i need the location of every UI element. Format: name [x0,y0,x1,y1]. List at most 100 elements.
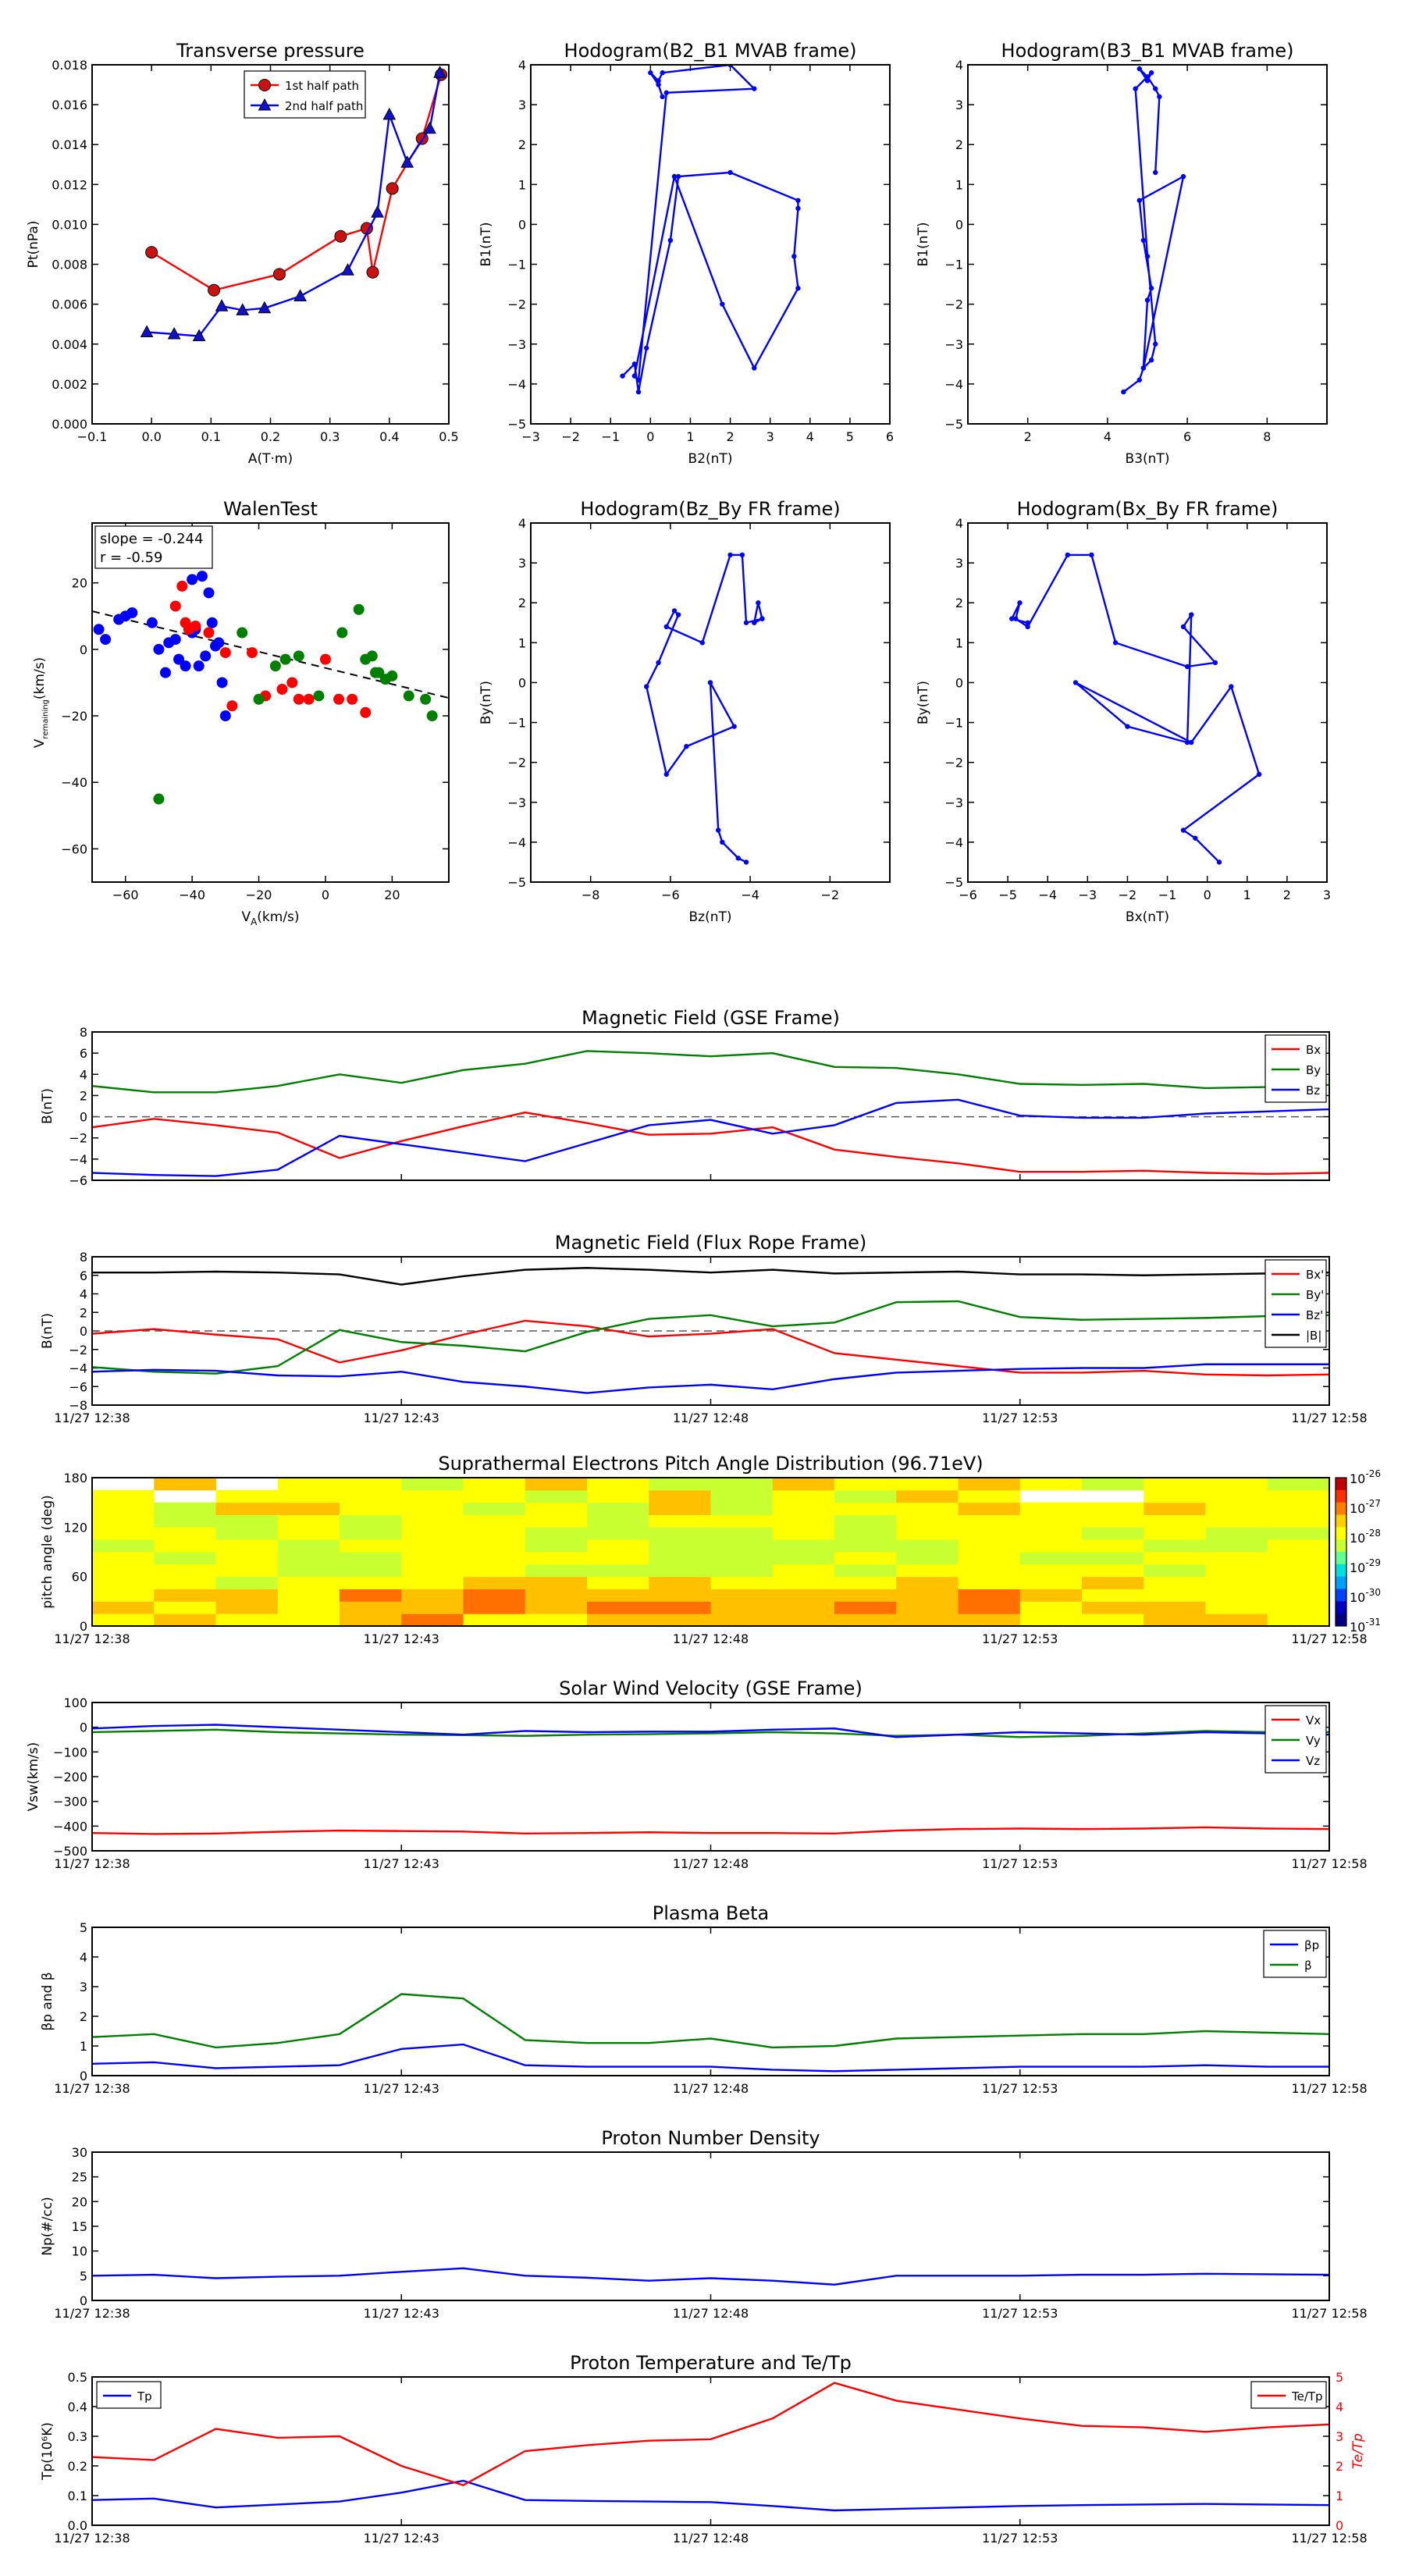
data-point [153,793,165,805]
heatmap-cell [463,1527,526,1540]
y2-tick-label: 2 [1336,2459,1343,2474]
heatmap-cell [1267,1576,1329,1589]
heatmap-cell [1144,1527,1206,1540]
data-point [644,345,649,351]
y-tick-label: −4 [944,835,963,850]
y-tick-label: −500 [53,1844,87,1859]
data-point [1256,771,1262,777]
data-point [656,82,661,87]
heatmap-cell [896,1489,959,1503]
heatmap-cell [401,1601,464,1614]
y-tick-label: −60 [61,841,87,856]
y-tick-label: 0.012 [52,177,87,192]
y-tick-label: 0.002 [52,377,87,392]
colorbar-segment [1336,1527,1346,1540]
plot-area [92,2267,1329,2286]
chart-title: Proton Temperature and Te/Tp [570,2352,852,2374]
data-point [1189,612,1194,617]
x-tick-label: 11/27 12:38 [54,1856,130,1871]
data-point [675,173,681,180]
heatmap-cell [1019,1576,1083,1589]
data-point [1148,358,1154,363]
heatmap-cell [587,1614,649,1626]
heatmap-cell [525,1539,588,1553]
heatmap-cell [1082,1552,1144,1565]
data-point [247,647,258,659]
plot-area [92,2382,1329,2512]
y-tick-label: 10 [72,2244,87,2259]
heatmap-cell [154,1589,216,1602]
x-tick-label: 6 [1183,429,1191,444]
data-point [1009,616,1015,621]
heatmap-cell [958,1527,1021,1540]
y-tick-label: −100 [53,1745,87,1759]
heatmap-cell [215,1564,279,1578]
y-tick-label: 0 [80,2069,87,2083]
heatmap-cell [896,1576,959,1589]
heatmap-cell [834,1552,897,1565]
heatmap-cell [401,1514,464,1528]
y-tick-label: 3 [955,98,963,112]
data-point [153,643,165,655]
heatmap-cell [834,1478,897,1491]
y-tick-label: 0.004 [52,337,87,352]
data-point [215,299,229,311]
heatmap-cell [1019,1527,1083,1540]
y-tick-label: 60 [72,1570,87,1585]
heatmap-cell [525,1514,588,1528]
data-point [169,634,181,646]
data-point [1212,660,1218,666]
colorbar-segment [1336,1589,1346,1602]
data-point [1157,94,1162,100]
heatmap-cell [525,1552,588,1565]
y2-tick-label: 5 [1336,2370,1343,2385]
heatmap-cell [277,1502,340,1515]
heatmap-cell [710,1601,774,1614]
heatmap-cell [277,1601,340,1614]
data-point [293,693,304,705]
series-line [92,2267,1329,2286]
y-tick-label: 20 [72,576,87,591]
x-tick-label: 11/27 12:43 [364,2081,439,2096]
y-tick-label: 0.016 [52,98,87,112]
y-tick-label: 4 [518,516,526,531]
legend-label: By' [1306,1288,1324,1302]
heatmap-cell [92,1589,155,1602]
y-tick-label: 0.2 [68,2459,87,2474]
plot-area [644,552,765,865]
heatmap-cell [463,1552,526,1565]
data-point [145,246,158,259]
heatmap-cell [463,1589,526,1602]
x-tick-label: 1 [686,429,694,444]
heatmap-cell [525,1601,588,1614]
legend-label: 2nd half path [285,99,363,113]
heatmap-cell [463,1502,526,1515]
heatmap-cell [401,1527,464,1540]
data-point [667,237,674,244]
data-point [426,710,438,722]
legend: Bx By Bz [1264,1034,1327,1103]
heatmap-cell [649,1502,711,1515]
x-tick-label: 0 [1204,888,1211,902]
annotation-frame [94,525,213,569]
data-point [1144,297,1151,303]
heatmap-cell [154,1514,216,1528]
data-point [716,827,721,833]
x-tick-label: 1 [1243,888,1251,902]
y-tick-label: 5 [80,1920,87,1935]
x-tick-label: 11/27 12:58 [1291,1411,1367,1425]
heatmap-cell [463,1514,526,1528]
heatmap-cell [1082,1601,1144,1614]
heatmap-cell [896,1601,959,1614]
colorbar-label: 10-30 [1350,1587,1381,1605]
data-point [743,620,749,625]
y-axis-label: Tp(10⁶K) [40,2422,55,2481]
heatmap-cell [215,1601,279,1614]
y2-tick-label: 4 [1336,2400,1343,2414]
heatmap-cell [649,1539,711,1553]
heatmap-cell [1144,1564,1206,1578]
chart-title: Hodogram(Bz_By FR frame) [580,498,840,520]
heatmap-cell [154,1539,216,1553]
x-tick-label: −5 [998,888,1017,902]
heatmap-cell [525,1614,588,1626]
